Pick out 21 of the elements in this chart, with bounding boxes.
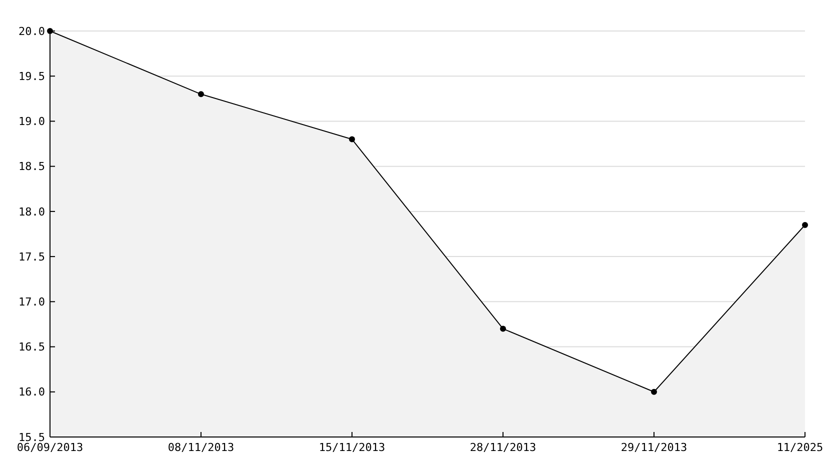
y-tick-label: 16.0: [18, 386, 45, 399]
y-tick-label: 16.5: [18, 340, 45, 354]
y-tick-label: 19.5: [18, 70, 45, 83]
x-tick-label: 15/11/2013: [318, 441, 386, 454]
x-tick-label: 29/11/2013: [620, 441, 688, 454]
x-tick-label: 08/11/2013: [168, 441, 234, 454]
y-tick-label: 20.0: [18, 24, 45, 38]
x-tick-label: 11/2025: [776, 441, 824, 454]
y-tick-label: 17.0: [18, 296, 45, 309]
y-tick-label: 17.5: [18, 250, 45, 264]
y-tick-label: 15.5: [18, 430, 45, 444]
y-tick-label: 19.0: [18, 115, 45, 128]
point: [349, 136, 355, 142]
y-tick-label: 18.0: [18, 205, 45, 218]
x-tick-label: 28/11/2013: [470, 441, 536, 454]
point: [198, 91, 204, 98]
x-tick-label: 06/09/2013: [16, 441, 84, 454]
point: [500, 326, 506, 332]
point: [802, 222, 808, 228]
y-tick-label: 18.5: [18, 160, 45, 174]
point: [651, 388, 657, 395]
